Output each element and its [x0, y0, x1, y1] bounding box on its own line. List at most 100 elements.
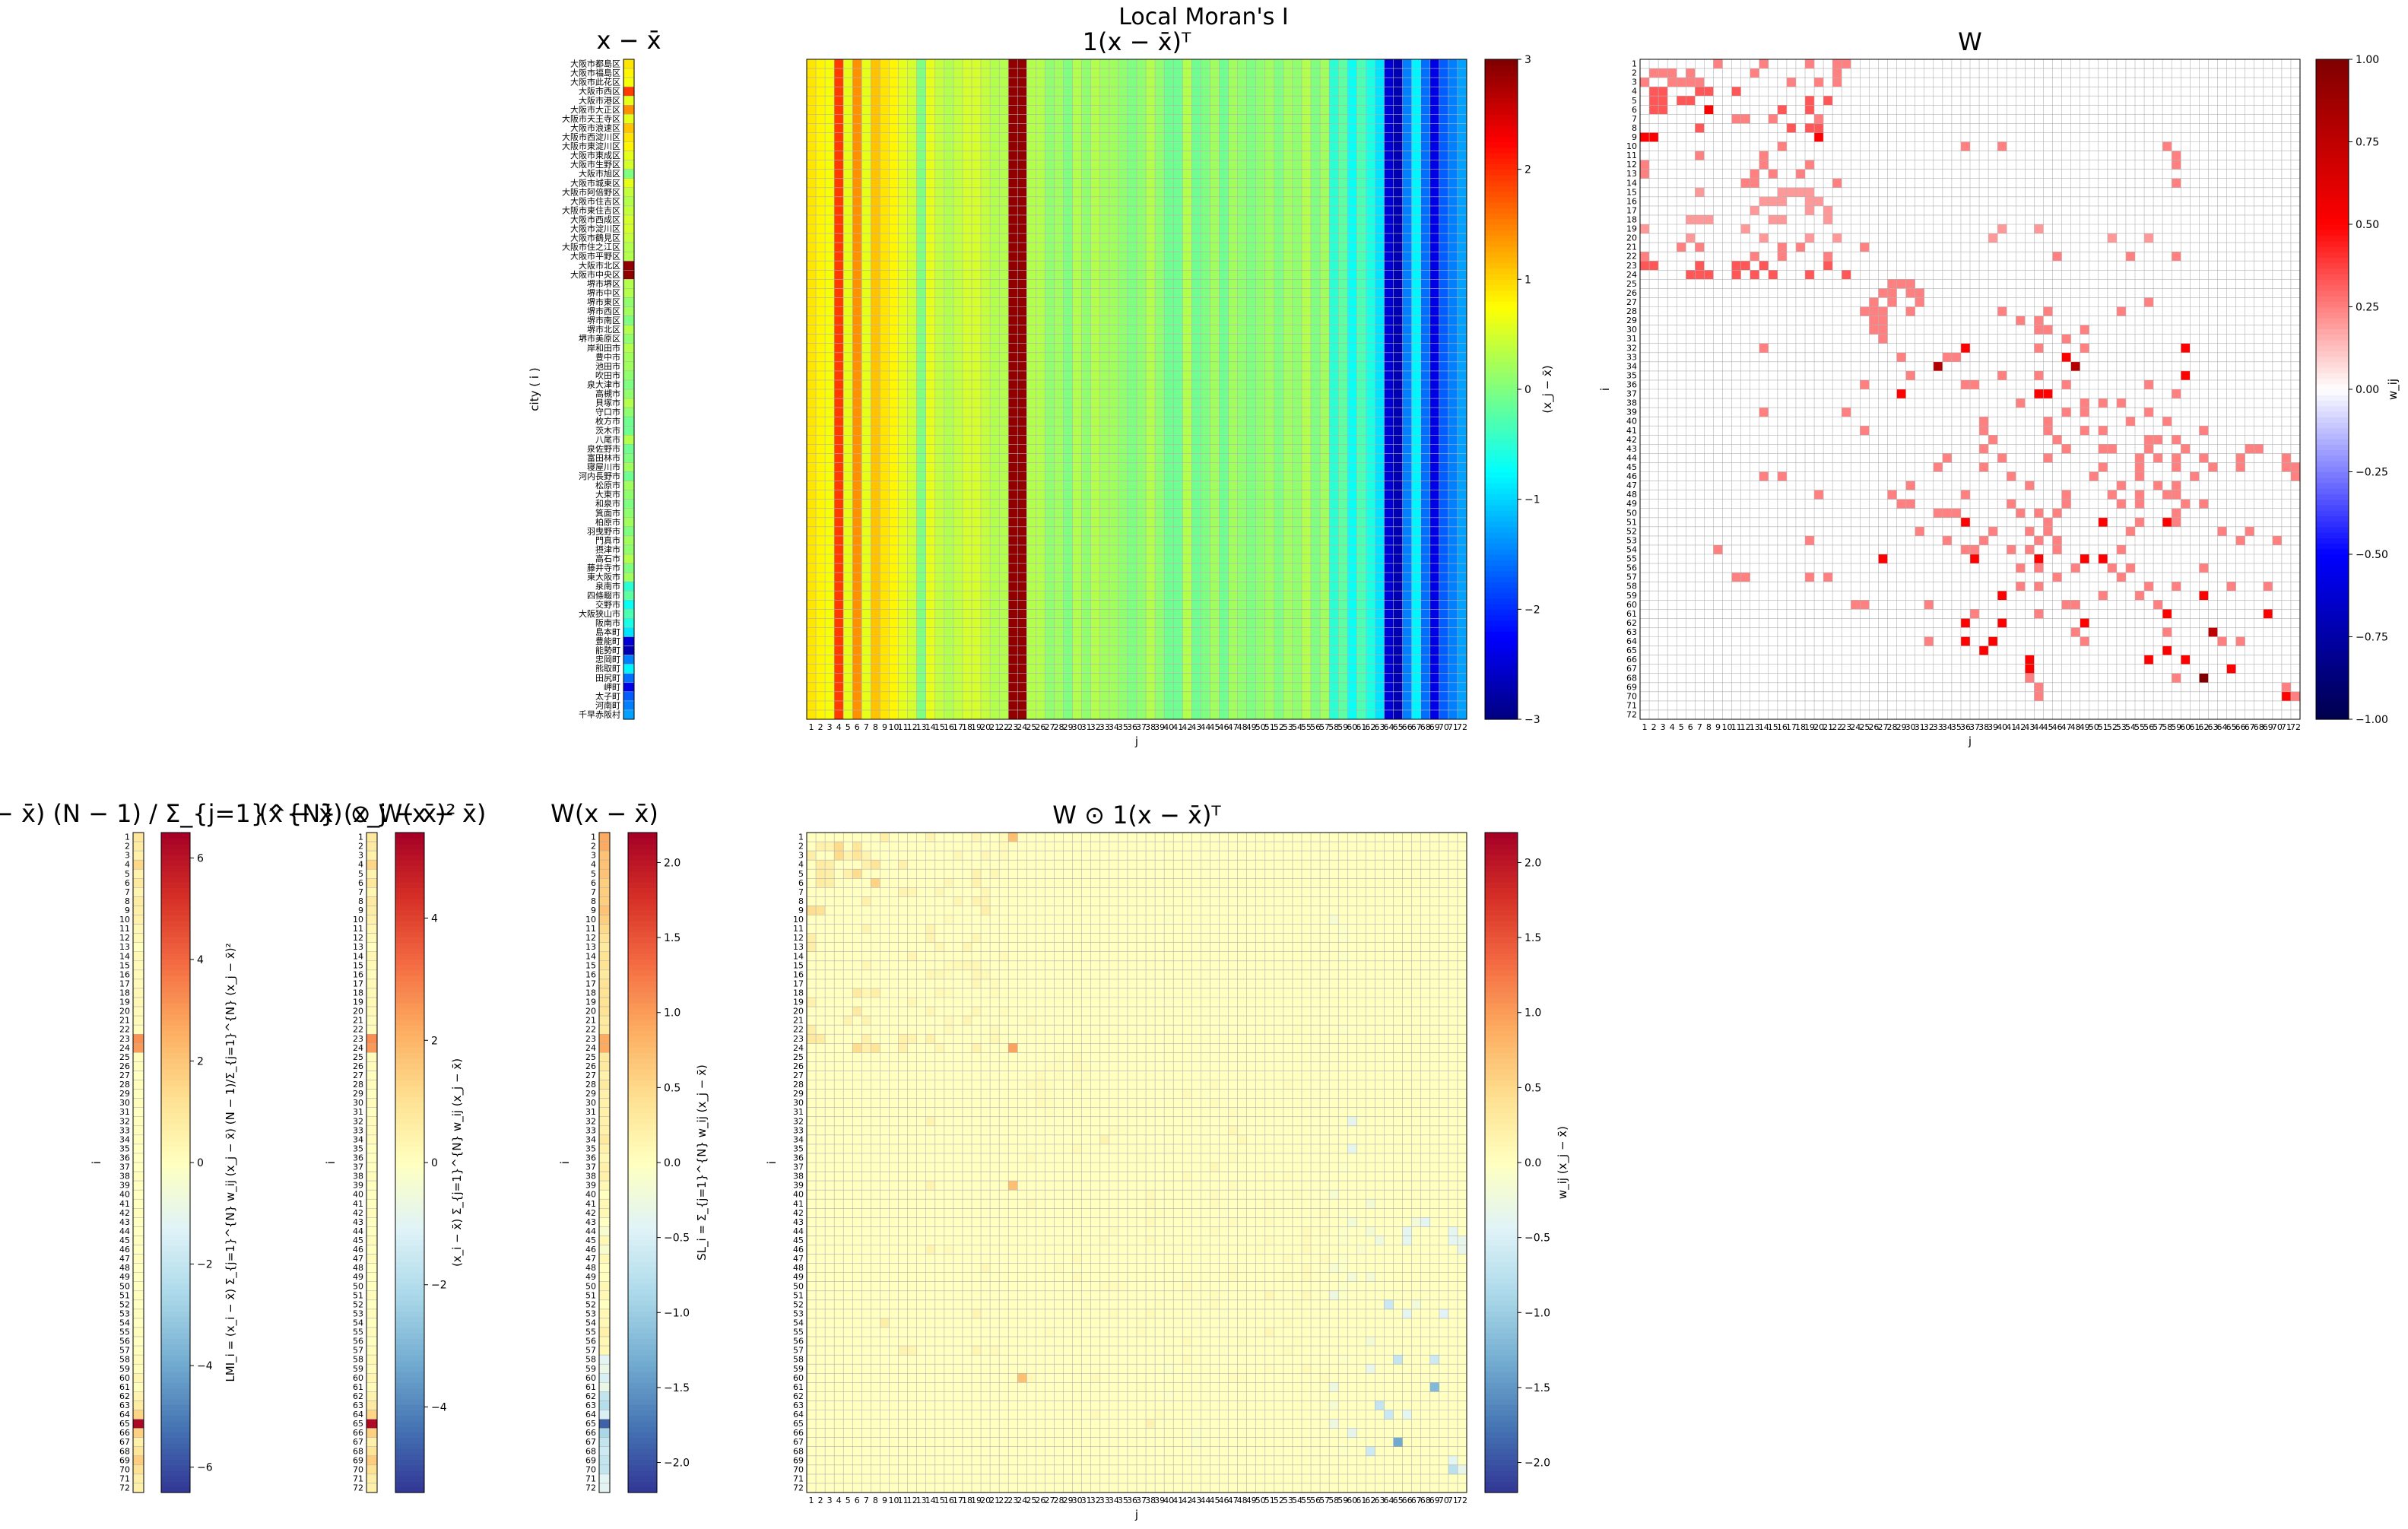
cell: [1457, 417, 1467, 427]
cell: [1045, 517, 1055, 527]
cell: [1384, 517, 1394, 527]
cell: [1017, 490, 1027, 500]
cell: [1109, 481, 1118, 490]
cell: [1439, 426, 1448, 436]
cell: [1255, 325, 1265, 335]
cell: [1329, 379, 1339, 389]
cell: [1017, 508, 1027, 518]
cell: [1173, 114, 1183, 124]
cell: [1375, 151, 1385, 160]
cell: [807, 279, 817, 289]
cell: [1137, 224, 1147, 234]
cell: [1146, 664, 1156, 674]
cell: [1045, 609, 1055, 619]
cell: [898, 600, 908, 610]
cell: [1099, 343, 1109, 353]
cell: [1191, 233, 1201, 243]
cell: [1375, 270, 1385, 280]
cell: [1182, 563, 1192, 573]
cell: [1274, 87, 1283, 97]
cell: [1173, 627, 1183, 637]
cell: [1246, 417, 1256, 427]
cell: [1201, 96, 1210, 106]
cell: [807, 609, 817, 619]
cell: [825, 673, 835, 683]
cell: [925, 306, 935, 316]
cell: [972, 453, 982, 463]
cell: [1182, 343, 1192, 353]
cell: [898, 352, 908, 362]
cell: [1420, 600, 1430, 610]
cell: [1411, 481, 1421, 490]
cell: [861, 517, 871, 527]
cell: [1137, 554, 1147, 564]
cell: [1182, 426, 1192, 436]
cell: [1311, 655, 1321, 665]
cell: [1356, 224, 1366, 234]
cell: [1036, 444, 1045, 454]
cell: [898, 224, 908, 234]
cell: [816, 123, 826, 133]
cell: [1347, 471, 1357, 481]
cell: [871, 379, 880, 389]
cell: [1347, 554, 1357, 564]
cell: [1429, 573, 1439, 582]
cell: [880, 591, 890, 601]
cell: [1375, 325, 1385, 335]
cell: [1366, 636, 1375, 646]
cell: [916, 196, 926, 206]
cell: [1375, 471, 1385, 481]
cell: [1329, 243, 1339, 252]
cell: [1420, 526, 1430, 536]
cell: [944, 426, 953, 436]
cell: [1045, 361, 1055, 371]
cell: [1008, 517, 1018, 527]
cell: [1311, 664, 1321, 674]
cell: [816, 361, 826, 371]
cell: [1320, 554, 1330, 564]
cell: [1099, 123, 1109, 133]
cell: [1099, 114, 1109, 124]
cell: [1173, 600, 1183, 610]
cell: [1338, 87, 1348, 97]
cell: [1045, 343, 1055, 353]
cell: [907, 87, 917, 97]
cell: [1164, 114, 1174, 124]
cell: [999, 636, 1009, 646]
cell: [861, 343, 871, 353]
cell: [1246, 370, 1256, 380]
cell: [1411, 114, 1421, 124]
cell: [1411, 224, 1421, 234]
cell: [1439, 462, 1448, 472]
cell: [1356, 481, 1366, 490]
cell: [962, 114, 972, 124]
cell: [990, 636, 1000, 646]
cell: [1118, 233, 1128, 243]
cell: [1283, 78, 1293, 87]
cell: [1173, 370, 1183, 380]
cell: [1347, 591, 1357, 601]
cell: [1448, 655, 1458, 665]
cell: [1347, 160, 1357, 170]
cell: [1063, 573, 1073, 582]
cell: [852, 96, 862, 106]
cell: [1090, 343, 1100, 353]
cell: [1457, 408, 1467, 417]
cell: [934, 508, 944, 518]
cell: [1201, 646, 1210, 655]
cell: [1173, 105, 1183, 115]
cell: [1008, 609, 1018, 619]
cell: [623, 260, 635, 271]
cell: [981, 591, 991, 601]
cell: [1393, 178, 1403, 188]
cell: [1008, 490, 1018, 500]
cell: [1063, 408, 1073, 417]
cell: [981, 673, 991, 683]
cell: [1237, 389, 1247, 399]
cell: [1302, 582, 1312, 592]
cell: [1420, 508, 1430, 518]
cell: [1036, 243, 1045, 252]
cell: [1210, 582, 1220, 592]
cell: [944, 252, 953, 262]
cell: [1420, 196, 1430, 206]
